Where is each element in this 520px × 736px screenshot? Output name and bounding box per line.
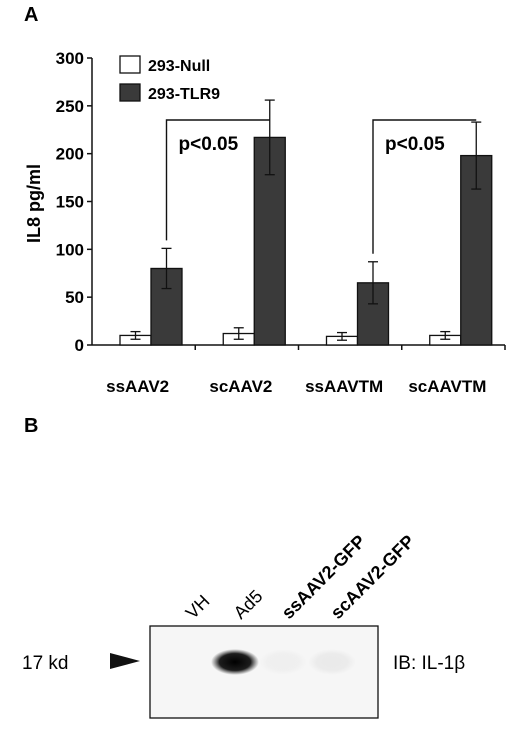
significance-bracket	[372, 119, 477, 254]
antibody-label: IB: IL-1β	[393, 653, 465, 674]
y-tick-label: 0	[75, 336, 84, 355]
protein-band	[259, 649, 307, 675]
y-tick-label: 200	[56, 145, 84, 164]
legend-swatch	[119, 83, 141, 102]
y-tick-label: 250	[56, 97, 84, 116]
significance-bracket	[165, 119, 270, 241]
legend-entry: 293-Null	[148, 58, 210, 75]
x-category-label: ssAAV2	[106, 377, 169, 396]
y-tick-label: 150	[56, 193, 84, 212]
y-tick-label: 50	[65, 288, 84, 307]
x-category-label: scAAV2	[209, 377, 272, 396]
p-value-label: p<0.05	[385, 134, 445, 155]
legend-swatch	[119, 55, 141, 74]
panel-b-label: B	[24, 415, 38, 437]
p-value-label: p<0.05	[179, 134, 239, 155]
y-axis-label: IL8 pg/ml	[24, 164, 44, 243]
panel-a-label: A	[24, 4, 38, 26]
arrowhead-icon	[110, 653, 140, 669]
molecular-weight-label: 17 kd	[22, 653, 68, 674]
lane-label: VH	[182, 591, 214, 623]
bar-chart: 0 50 100 150 200 250 300 IL8 pg/ml ssAAV2 scAAV2 s…	[24, 49, 506, 396]
y-tick-label: 100	[56, 240, 84, 259]
y-tick-label: 300	[56, 49, 84, 68]
protein-band	[308, 649, 356, 675]
legend-entry: 293-TLR9	[148, 86, 220, 103]
lane-label: Ad5	[230, 586, 267, 623]
x-category-label: scAAVTM	[408, 377, 486, 396]
x-category-label: ssAAVTM	[305, 377, 383, 396]
lane-label: ssAAV2-GFP	[278, 531, 370, 623]
protein-band	[211, 649, 259, 675]
